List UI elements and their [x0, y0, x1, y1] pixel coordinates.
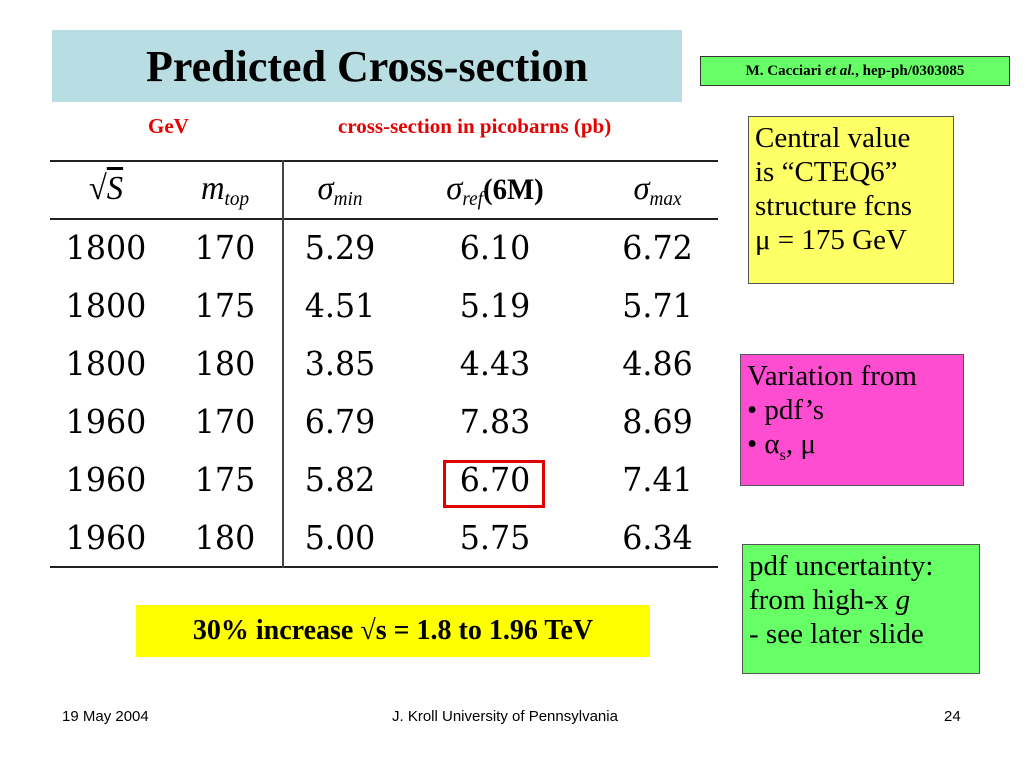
reference-author: M. Cacciari	[745, 62, 822, 79]
table-bottom-rule	[50, 566, 718, 568]
cell-sqrt-s: 1800	[65, 228, 147, 267]
variation-line-3: • αs, μ	[747, 428, 816, 464]
cell-sigma-ref: 4.43	[459, 344, 531, 383]
units-gev-label: GeV	[148, 114, 189, 138]
header-sigma-ref: σref(6M)	[446, 170, 544, 210]
cell-m-top: 170	[194, 228, 256, 267]
cell-sigma-max: 4.86	[622, 344, 693, 383]
header-sigma-min: σmin	[317, 170, 363, 210]
cell-sigma-max: 5.71	[622, 286, 693, 325]
cell-sigma-ref: 6.10	[459, 228, 531, 267]
cell-m-top: 175	[194, 286, 256, 325]
cell-sigma-max: 6.72	[622, 228, 693, 267]
pdf-line-2: from high-x g	[749, 584, 911, 616]
central-line-4: μ = 175 GeV	[755, 224, 907, 256]
title-banner: Predicted Cross-section	[52, 30, 682, 102]
cell-sigma-ref: 5.19	[459, 286, 531, 325]
cell-sigma-min: 6.79	[304, 402, 376, 441]
central-value-note: Central value is “CTEQ6” structure fcns …	[748, 116, 954, 284]
variation-note: Variation from • pdf’s • αs, μ	[740, 354, 964, 486]
cell-sigma-max: 7.41	[622, 460, 693, 499]
variation-line-2: • pdf’s	[747, 394, 825, 426]
cell-m-top: 175	[194, 460, 256, 499]
highlight-box	[443, 460, 545, 508]
central-line-2: is “CTEQ6”	[755, 156, 898, 188]
reference-etal: et al.	[825, 62, 856, 79]
footer-page-number: 24	[944, 708, 961, 725]
reference-box: M. Cacciari et al., hep-ph/0303085	[700, 56, 1010, 86]
cell-sigma-max: 6.34	[622, 518, 693, 557]
page-title: Predicted Cross-section	[146, 41, 588, 91]
reference-rest: , hep-ph/0303085	[855, 62, 965, 79]
pdf-line-3: - see later slide	[749, 618, 924, 650]
cell-sqrt-s: 1960	[65, 402, 147, 441]
cell-sigma-min: 4.51	[304, 286, 376, 325]
footer-author: J. Kroll University of Pennsylvania	[392, 708, 618, 725]
variation-line-1: Variation from	[747, 360, 917, 392]
cell-m-top: 170	[194, 402, 256, 441]
increase-banner: 30% increase √s = 1.8 to 1.96 TeV	[136, 605, 650, 657]
units-xsec-label: cross-section in picobarns (pb)	[338, 114, 612, 138]
increase-text: 30% increase √s = 1.8 to 1.96 TeV	[192, 615, 594, 646]
cell-m-top: 180	[194, 344, 256, 383]
cell-sigma-min: 3.85	[304, 344, 376, 383]
cell-sqrt-s: 1960	[65, 460, 147, 499]
central-line-3: structure fcns	[755, 190, 913, 222]
cell-sqrt-s: 1800	[65, 286, 147, 325]
cell-sigma-min: 5.29	[304, 228, 376, 267]
footer-date: 19 May 2004	[62, 708, 149, 725]
cell-sigma-min: 5.00	[304, 518, 376, 557]
table-top-rule	[50, 160, 718, 162]
cell-sigma-ref: 7.83	[459, 402, 531, 441]
header-sigma-max: σmax	[633, 170, 682, 210]
cell-sigma-ref: 5.75	[459, 518, 531, 557]
cross-section-table: √S mtop σmin σref(6M) σmax 1800 170 5.29 6.…	[50, 160, 718, 568]
table-column-divider	[282, 160, 284, 568]
cell-sqrt-s: 1960	[65, 518, 147, 557]
pdf-uncertainty-note: pdf uncertainty: from high-x g - see lat…	[742, 544, 980, 674]
cell-sigma-min: 5.82	[304, 460, 376, 499]
header-sqrt-s: √S	[88, 170, 124, 207]
cell-sqrt-s: 1800	[65, 344, 147, 383]
cell-sigma-max: 8.69	[622, 402, 693, 441]
table-header-rule	[50, 218, 718, 220]
pdf-line-1: pdf uncertainty:	[749, 550, 934, 582]
central-line-1: Central value	[755, 122, 911, 154]
header-m-top: mtop	[200, 170, 250, 210]
cell-sigma-ref: 6.70	[459, 460, 531, 499]
cell-m-top: 180	[194, 518, 256, 557]
